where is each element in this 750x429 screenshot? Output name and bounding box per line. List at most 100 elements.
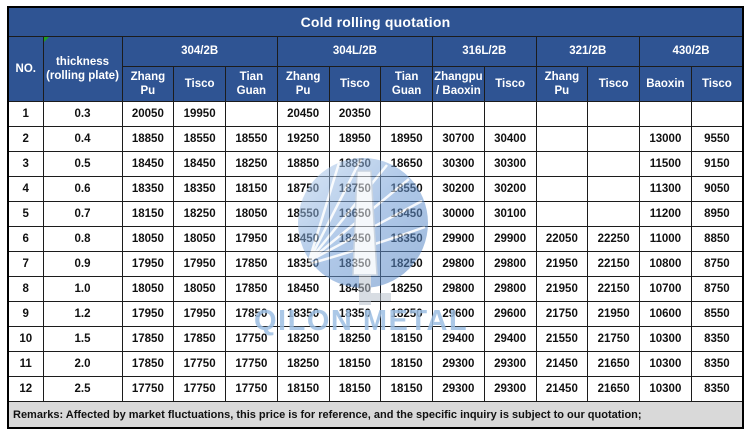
price-cell: 29300: [432, 351, 485, 377]
price-cell: 18050: [173, 226, 226, 252]
price-cell: 17850: [121, 351, 175, 377]
price-cell: 18150: [380, 351, 433, 377]
company-header-row: Zhang Pu Tisco Tian Guan Zhang Pu Tisco …: [8, 66, 744, 102]
price-cell: [690, 101, 744, 127]
price-cell: 18050: [121, 276, 175, 302]
row-number-cell: 2: [7, 126, 44, 152]
price-cell: 29600: [432, 301, 485, 327]
price-cell: 18450: [276, 276, 330, 302]
price-cell: 18450: [276, 226, 330, 252]
thickness-cell: 0.6: [42, 176, 123, 202]
price-cell: 17850: [225, 276, 278, 302]
thickness-cell: 0.9: [42, 251, 123, 277]
col-header-thickness: thickness (rolling plate): [42, 36, 123, 102]
quotation-table-sheet: Cold rolling quotation NO. thickness (ro…: [7, 6, 744, 429]
price-cell: 18550: [276, 201, 330, 227]
price-cell: 18250: [328, 326, 382, 352]
price-cell: 21450: [535, 376, 589, 402]
price-cell: 18150: [121, 201, 175, 227]
price-cell: [587, 176, 640, 202]
price-cell: 17850: [121, 326, 175, 352]
table-row: 2 0.4 18850 18550 18550 19250 18950 18950 30700 3…: [7, 126, 744, 152]
price-cell: 13000: [639, 126, 692, 152]
price-cell: 18850: [121, 126, 175, 152]
price-cell: 21550: [535, 326, 589, 352]
group-header-321-2b: 321/2B: [535, 36, 640, 67]
price-cell: 18250: [276, 326, 330, 352]
price-cell: 8350: [690, 351, 744, 377]
col-header-thickness-label: thickness (rolling plate): [46, 55, 119, 82]
price-cell: 30700: [432, 126, 485, 152]
price-cell: 29300: [483, 376, 537, 402]
price-cell: 18250: [380, 251, 433, 277]
price-cell: 17750: [225, 376, 278, 402]
price-cell: 17950: [121, 301, 175, 327]
price-cell: 19250: [276, 126, 330, 152]
price-cell: 18650: [380, 151, 433, 177]
row-number-cell: 6: [7, 226, 44, 252]
price-rows: 1 0.3 20050 19950 20450 20350 2 0.4 18850 18550 18…: [7, 101, 744, 402]
price-cell: 11000: [639, 226, 692, 252]
table-row: 4 0.6 18350 18350 18150 18750 18750 18550 30200 3…: [7, 176, 744, 202]
price-cell: 30100: [483, 201, 537, 227]
price-cell: 17850: [225, 301, 278, 327]
price-cell: 18150: [380, 326, 433, 352]
price-cell: 9550: [690, 126, 744, 152]
price-cell: [535, 176, 589, 202]
price-cell: 8850: [690, 226, 744, 252]
table-row: 10 1.5 17850 17850 17750 18250 18250 18150 29400…: [7, 326, 744, 352]
price-cell: 21450: [535, 351, 589, 377]
table-row: 11 2.0 17850 17750 17750 18250 18150 18150 29300…: [7, 351, 744, 377]
price-cell: 18050: [121, 226, 175, 252]
price-cell: [639, 101, 692, 127]
price-cell: 17950: [173, 251, 226, 277]
col-header-321-zhangpu: Zhang Pu: [535, 66, 589, 102]
price-cell: 30200: [483, 176, 537, 202]
col-header-304-tisco: Tisco: [173, 66, 226, 102]
thickness-cell: 0.4: [42, 126, 123, 152]
page-title: Cold rolling quotation: [7, 6, 744, 37]
price-cell: 9150: [690, 151, 744, 177]
price-cell: [225, 101, 278, 127]
price-cell: 10300: [639, 326, 692, 352]
price-cell: 18350: [380, 226, 433, 252]
price-cell: [535, 201, 589, 227]
price-cell: 18850: [328, 151, 382, 177]
price-cell: 17750: [225, 326, 278, 352]
price-cell: 21750: [535, 301, 589, 327]
price-cell: 29400: [432, 326, 485, 352]
price-cell: 18450: [380, 201, 433, 227]
thickness-cell: 2.5: [42, 376, 123, 402]
price-cell: 18350: [328, 251, 382, 277]
remarks: Remarks: Affected by market fluctuations…: [7, 401, 744, 429]
price-cell: 21950: [535, 251, 589, 277]
price-cell: 18350: [276, 301, 330, 327]
price-cell: 10300: [639, 351, 692, 377]
price-cell: 21750: [587, 326, 640, 352]
price-cell: 18750: [276, 176, 330, 202]
price-cell: 17850: [225, 251, 278, 277]
price-cell: 11300: [639, 176, 692, 202]
row-number-cell: 10: [7, 326, 44, 352]
price-cell: 21650: [587, 376, 640, 402]
remarks-row: Remarks: Affected by market fluctuations…: [7, 401, 744, 429]
price-cell: 21950: [535, 276, 589, 302]
table-row: 6 0.8 18050 18050 17950 18450 18450 18350 29900 2…: [7, 226, 744, 252]
col-header-304l-tianguan: Tian Guan: [380, 66, 433, 102]
quotation-table: Cold rolling quotation NO. thickness (ro…: [7, 6, 744, 429]
price-cell: 17750: [173, 376, 226, 402]
price-cell: 18450: [173, 151, 226, 177]
price-cell: 10600: [639, 301, 692, 327]
thickness-cell: 1.2: [42, 301, 123, 327]
price-cell: 20450: [276, 101, 330, 127]
price-cell: 9050: [690, 176, 744, 202]
price-cell: 18250: [225, 151, 278, 177]
price-cell: 10300: [639, 376, 692, 402]
price-cell: [587, 126, 640, 152]
price-cell: 18150: [276, 376, 330, 402]
price-cell: 18850: [276, 151, 330, 177]
price-cell: 18350: [328, 301, 382, 327]
group-header-304-2b: 304/2B: [121, 36, 278, 67]
price-cell: [587, 201, 640, 227]
price-cell: [380, 101, 433, 127]
